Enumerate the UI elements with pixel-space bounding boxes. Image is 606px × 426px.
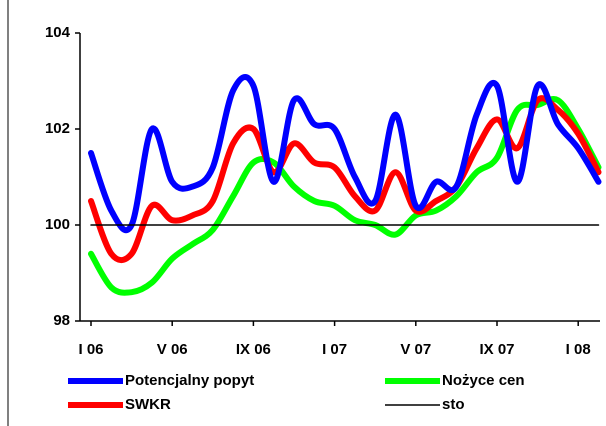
x-tick-label: IX 07 <box>479 341 514 358</box>
line-series <box>88 96 602 296</box>
x-tick-label: I 06 <box>78 341 103 358</box>
y-tick-label: 100 <box>45 216 70 233</box>
x-tick-label: IX 06 <box>236 341 271 358</box>
legend-label: sto <box>442 396 465 413</box>
x-tick-label: V 06 <box>157 341 188 358</box>
y-tick-label: 104 <box>45 24 71 41</box>
x-tick-label: I 08 <box>566 341 591 358</box>
x-tick-label: I 07 <box>322 341 347 358</box>
y-tick-label: 98 <box>53 312 70 329</box>
y-tick-label: 102 <box>45 120 70 137</box>
legend-label: SWKR <box>125 396 171 413</box>
legend-label: Potencjalny popyt <box>125 372 254 389</box>
line-series <box>88 95 602 264</box>
line-series <box>88 74 602 234</box>
legend-label: Nożyce cen <box>442 372 525 389</box>
x-tick-label: V 07 <box>400 341 431 358</box>
